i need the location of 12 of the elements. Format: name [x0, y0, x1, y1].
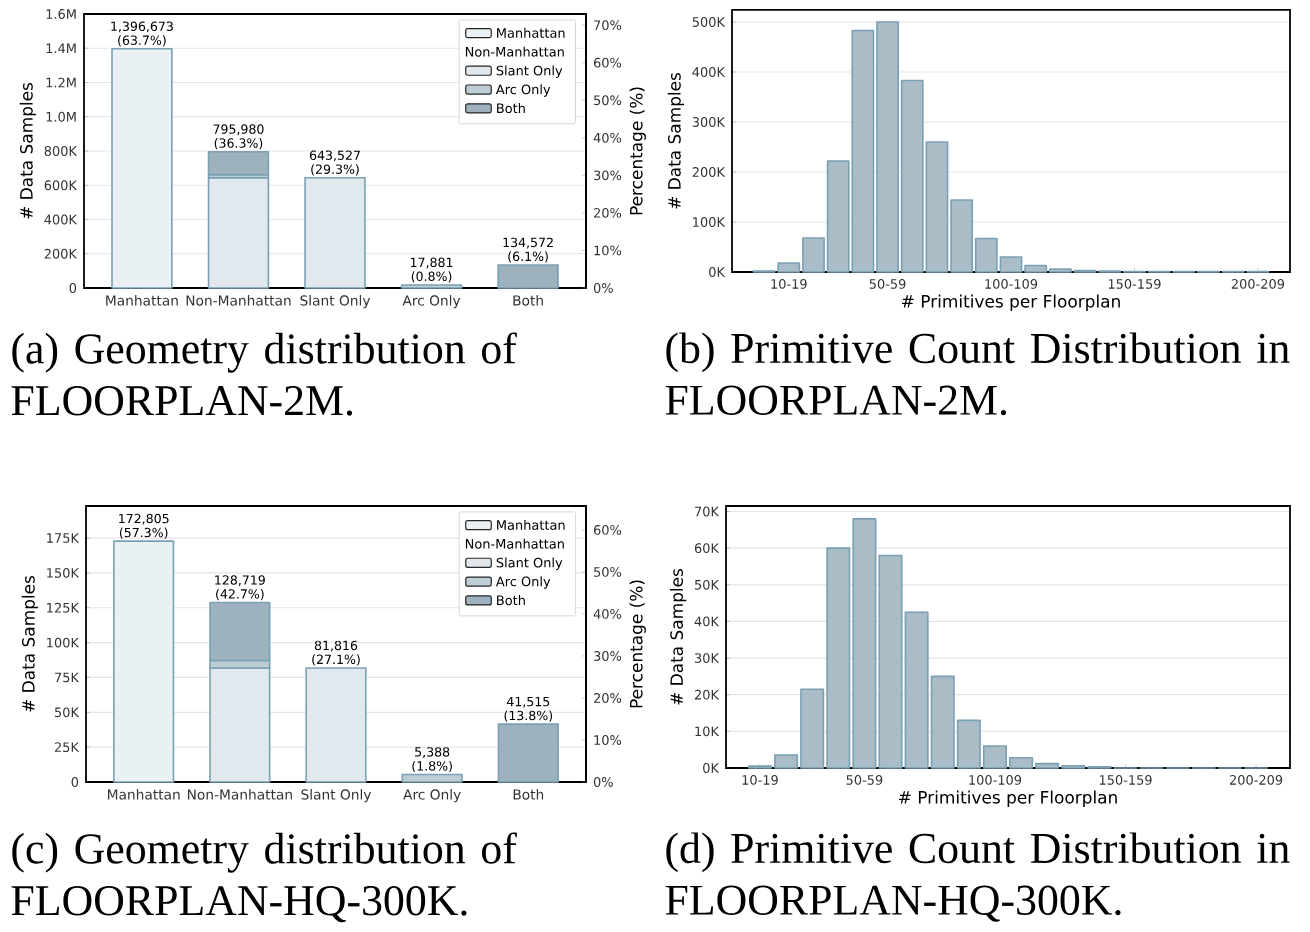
y-axis-title: # Data Samples: [19, 82, 37, 219]
y-axis-title: # Data Samples: [669, 568, 687, 705]
text: (d) Primitive Count Distribution in FLOORPLAN-HQ-300K.: [665, 832, 1290, 922]
x-axis-title: # Primitives per Floorplan: [899, 790, 1117, 807]
y-axis-title: # Data Samples: [21, 575, 39, 712]
y2-axis-title: Percentage (%): [629, 87, 646, 215]
y2-axis-title: Percentage (%): [629, 580, 646, 708]
text: (c) Geometry distribution of FLOORPLAN-HQ-300K.: [11, 832, 517, 923]
text: (a) Geometry distribution of FLOORPLAN-2M.: [11, 332, 517, 416]
text: (b) Primitive Count Distribution in FLOORPLAN-2M.: [665, 332, 1290, 416]
x-axis-title: # Primitives per Floorplan: [902, 294, 1120, 311]
y-axis-title: # Data Samples: [667, 72, 685, 209]
